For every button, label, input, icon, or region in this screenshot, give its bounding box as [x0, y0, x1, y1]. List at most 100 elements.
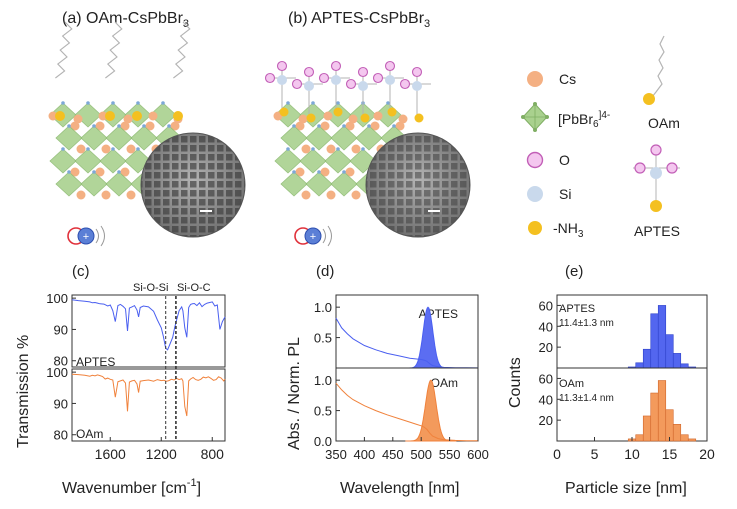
silicon-atom [304, 81, 314, 91]
br-atom [136, 147, 140, 151]
octahedron [305, 171, 333, 197]
panel-c-ylabel: Transmission % [15, 335, 32, 448]
cs-atom [148, 111, 158, 121]
panel-c-axes-0 [71, 294, 226, 368]
x-tick-label: 450 [382, 447, 404, 462]
silicon-atom [277, 75, 287, 85]
br-atom [117, 170, 121, 174]
histogram-bar [672, 424, 682, 442]
octahedron [99, 148, 127, 174]
panel-e-top-stat: 11.4±1.3 nm [559, 318, 614, 329]
cs-atom [123, 114, 133, 124]
x-tick-label: 10 [624, 446, 640, 462]
legend-aptes-ligand [633, 144, 680, 212]
br-atom [311, 101, 315, 105]
absorbance-line-1 [335, 382, 479, 442]
cs-atom [120, 167, 130, 177]
oxygen-atom [318, 72, 330, 84]
cs-atom [101, 144, 111, 154]
amine-group [306, 113, 316, 123]
cs-atom [326, 144, 336, 154]
octahedron [80, 125, 108, 151]
octahedron [49, 148, 77, 174]
br-atom [336, 147, 340, 151]
octahedron [330, 125, 358, 151]
br-atom [342, 124, 346, 128]
legend-octahedron-marker [521, 102, 549, 132]
y-tick-label: 0.0 [314, 434, 332, 449]
octahedron [105, 171, 133, 197]
cs-atom [345, 121, 355, 131]
cs-atom [126, 190, 136, 200]
br-atom [367, 124, 371, 128]
br-atom [86, 101, 90, 105]
br-atom [117, 124, 121, 128]
br-atom [392, 124, 396, 128]
panel-d-bottom-label: OAm [431, 376, 458, 390]
tem-image-aptes [365, 132, 471, 238]
legend-nh3-marker [528, 221, 542, 235]
panel-c-top-label: APTES [76, 355, 115, 369]
octahedron [305, 125, 333, 151]
svg-text:+: + [310, 231, 316, 243]
y-tick-label: 0.5 [314, 404, 332, 419]
oxygen-atom [357, 66, 369, 78]
br-atom [317, 170, 321, 174]
cs-atom [398, 114, 408, 124]
histogram-bar [657, 305, 667, 369]
br-atom [61, 101, 65, 105]
panel-d-ylabel: Abs. / Norm. PL [286, 337, 303, 450]
cs-atom [370, 121, 380, 131]
x-tick-label: 350 [325, 447, 347, 462]
excitation-icon-b: + [294, 225, 332, 247]
y-tick-label: 100 [46, 291, 68, 306]
br-atom [142, 124, 146, 128]
amine-group [105, 111, 115, 121]
panel-e-xlabel: Particle size [nm] [565, 480, 687, 497]
oxygen-atom [384, 60, 396, 72]
cs-atom [326, 190, 336, 200]
schematic-aptes [264, 60, 431, 200]
panel-e-top-label: APTES [559, 303, 595, 315]
legend-si-marker [527, 186, 543, 202]
legend-cs-label: Cs [559, 71, 576, 87]
br-atom [92, 124, 96, 128]
cs-atom [351, 144, 361, 154]
cs-atom [76, 144, 86, 154]
cs-atom [298, 114, 308, 124]
br-atom [286, 101, 290, 105]
amine-group [173, 111, 183, 121]
br-atom [292, 170, 296, 174]
br-atom [311, 147, 315, 151]
cs-atom [101, 190, 111, 200]
amine-group [333, 107, 343, 117]
cs-atom [351, 190, 361, 200]
y-tick-label: 80 [54, 354, 68, 369]
series-line-oam [71, 373, 226, 417]
amine-group [279, 107, 289, 117]
histogram-bar [680, 363, 689, 369]
histogram-bar [687, 438, 697, 442]
cs-atom [301, 144, 311, 154]
histogram-bar [672, 353, 682, 369]
excitation-icon-a: + [67, 225, 105, 247]
br-atom [111, 147, 115, 151]
octahedron [280, 171, 308, 197]
oxygen-atom [291, 78, 303, 90]
y-tick-label: 0.5 [314, 331, 332, 346]
y-tick-label: 100 [46, 365, 68, 380]
panel-b-title: (b) APTES-CsPbBr3 [288, 10, 430, 30]
panel-c-label: (c) [72, 263, 90, 280]
octahedron [55, 171, 83, 197]
panel-a-title: (a) OAm-CsPbBr3 [62, 10, 189, 30]
tem-image-oam [140, 132, 246, 238]
panel-e-bottom-stat: 11.3±1.4 nm [559, 393, 614, 404]
oam-chain [105, 21, 123, 79]
legend-si-label: Si [559, 186, 571, 202]
x-tick-label: 600 [467, 447, 489, 462]
histogram-bar [642, 348, 652, 369]
octahedron [299, 148, 327, 174]
legend-o-label: O [559, 152, 570, 168]
legend-oam-label: OAm [648, 115, 680, 131]
